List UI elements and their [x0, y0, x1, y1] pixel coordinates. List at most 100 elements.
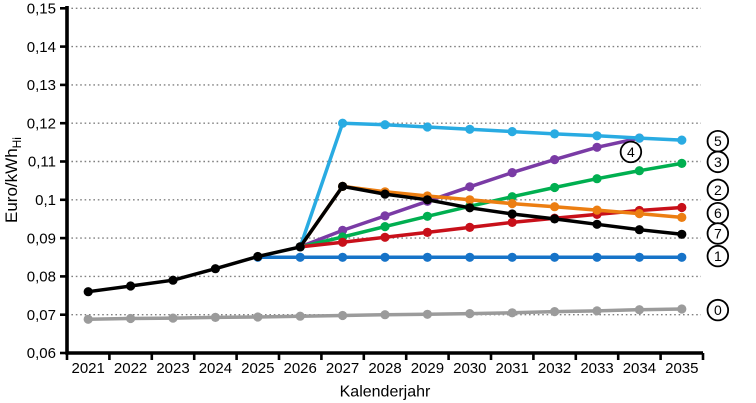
series-3-marker — [380, 222, 390, 232]
x-tick-label: 2029 — [411, 360, 444, 377]
scenario-label-4: 4 — [619, 140, 643, 164]
x-tick-label: 2031 — [496, 360, 529, 377]
series-4-marker — [465, 182, 475, 192]
series-3-marker — [422, 211, 432, 221]
series-7-marker — [253, 251, 263, 262]
series-7-marker — [295, 242, 305, 252]
series-5-marker — [422, 122, 432, 132]
series-1-marker — [338, 252, 348, 262]
x-tick-label: 2024 — [199, 360, 232, 377]
y-tick-label: 0,06 — [27, 345, 56, 362]
series-2-marker — [380, 232, 390, 242]
series-5-marker — [592, 131, 602, 141]
y-axis-title: Euro/kWhHi — [2, 137, 24, 223]
series-0-marker — [295, 311, 305, 321]
series-0-marker — [465, 309, 475, 319]
series-4-marker — [507, 168, 517, 178]
series-5-marker — [338, 118, 348, 128]
series-5-marker — [507, 127, 517, 137]
series-7-marker — [422, 195, 432, 205]
series-7-marker — [634, 225, 645, 235]
x-tick-label: 2023 — [156, 360, 189, 377]
y-tick-label: 0,13 — [27, 77, 56, 94]
series-7-marker — [550, 214, 560, 224]
series-5-line — [298, 121, 682, 248]
series-1-marker — [380, 252, 390, 262]
series-7-marker — [210, 264, 220, 274]
series-1 — [253, 252, 687, 262]
series-7-marker — [126, 281, 136, 291]
y-axis-labels: 0,15 0,14 0,13 0,12 0,11 0,1 0,09 0,08 0,07 0,06 — [27, 1, 56, 363]
x-tick-label: 2027 — [326, 360, 359, 377]
series-0-marker — [253, 312, 263, 322]
series-1-marker — [295, 252, 305, 262]
y-tick-label: 0,15 — [27, 1, 56, 18]
axes — [60, 6, 705, 360]
scenario-label-1: 1 — [706, 244, 730, 268]
series-0-marker — [677, 304, 687, 314]
x-tick-label: 2025 — [241, 360, 274, 377]
y-tick-label: 0,07 — [27, 307, 56, 324]
series-7-marker — [592, 219, 602, 229]
scenario-label-2: 2 — [706, 178, 730, 202]
series-0-marker — [422, 309, 432, 319]
series-4-marker — [380, 211, 390, 221]
scenario-label-number: 1 — [714, 248, 722, 264]
series-5-marker — [465, 124, 475, 134]
y-tick-label: 0,1 — [35, 192, 56, 209]
x-tick-label: 2032 — [538, 360, 571, 377]
series-0-marker — [338, 310, 348, 321]
scenario-label-circle — [706, 222, 730, 245]
series-2-marker — [465, 222, 475, 232]
series-1-marker — [634, 252, 645, 262]
series-1-marker — [507, 252, 517, 262]
series-0-marker — [168, 313, 178, 323]
series-4-marker — [338, 225, 348, 235]
series-1-marker — [465, 252, 475, 262]
scenario-label-7: 7 — [706, 222, 730, 245]
scenario-label-number: 6 — [714, 205, 722, 221]
series-2-marker — [422, 227, 432, 237]
series-5-marker — [634, 133, 645, 143]
series-0-marker — [507, 308, 517, 318]
y-tick-label: 0,14 — [27, 39, 56, 56]
series-0-marker — [210, 312, 220, 322]
series-2-marker — [677, 202, 687, 213]
series-7-marker — [677, 229, 687, 239]
series-3-line — [299, 161, 683, 249]
scenario-labels: 5 4 3 2 6 7 1 0 — [619, 130, 730, 322]
scenario-label-5: 5 — [706, 130, 730, 153]
series-0-marker — [126, 313, 136, 324]
scenario-label-number: 0 — [714, 302, 722, 318]
x-tick-label: 2028 — [368, 360, 401, 377]
series-7-marker — [338, 181, 348, 191]
scenario-label-circle — [706, 150, 730, 174]
series-5-marker — [677, 135, 687, 145]
series-4 — [295, 133, 645, 252]
series-2-marker — [338, 237, 348, 247]
x-tick-label: 2022 — [114, 360, 147, 377]
series-7-marker — [168, 275, 178, 285]
scenario-label-number: 5 — [714, 133, 722, 149]
series-5-marker — [550, 129, 560, 139]
series-7 — [83, 181, 687, 297]
scenario-label-circle — [706, 298, 730, 322]
series-6-marker — [677, 212, 687, 222]
series-0-marker — [83, 314, 93, 324]
series-1-marker — [422, 252, 432, 262]
scenario-label-number: 3 — [714, 154, 722, 170]
series-6-marker — [507, 199, 517, 209]
x-tick-label: 2026 — [284, 360, 317, 377]
series-7-marker — [465, 203, 475, 213]
series-0-marker — [380, 310, 390, 320]
series-6-marker — [592, 205, 602, 215]
series-6-marker — [634, 209, 645, 219]
scenario-label-0: 0 — [706, 298, 730, 322]
series-0 — [83, 304, 687, 324]
series-1-marker — [592, 252, 602, 262]
series-2-marker — [507, 217, 517, 227]
series-0-marker — [634, 305, 645, 315]
y-tick-label: 0,08 — [27, 269, 56, 286]
